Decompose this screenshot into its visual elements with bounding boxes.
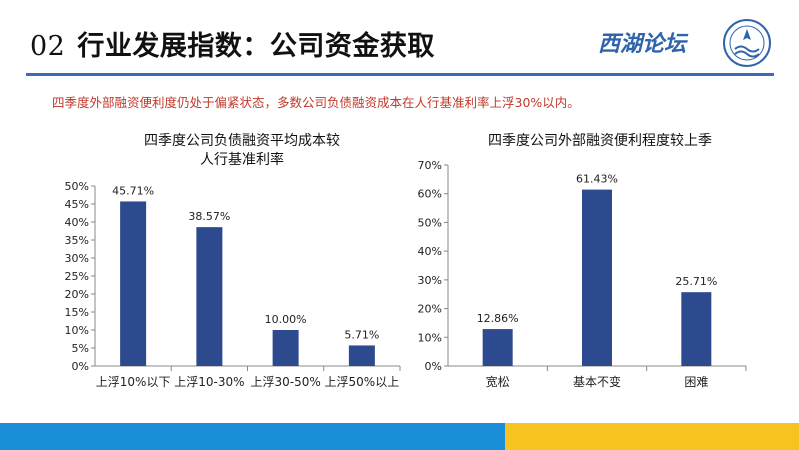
y-tick-label: 20% [418,303,442,316]
y-tick-label: 45% [65,198,89,211]
chart-title: 四季度公司外部融资便利程度较上季 [440,132,760,151]
data-label: 10.00% [265,313,307,326]
data-label: 5.71% [344,328,379,341]
slide-header: 02 行业发展指数：公司资金获取 西湖论坛 [0,0,799,80]
y-tick-label: 40% [65,216,89,229]
y-tick-label: 20% [65,288,89,301]
slide-subtitle: 四季度外部融资便利度仍处于偏紧状态，多数公司负债融资成本在人行基准利率上浮30%… [52,95,580,110]
section-title: 行业发展指数：公司资金获取 [77,31,435,62]
bar [482,329,513,366]
y-tick-label: 50% [65,180,89,193]
footer-band-blue [0,423,505,450]
bar [196,227,223,366]
y-tick-label: 30% [418,274,442,287]
chart-title-line: 四季度公司负债融资平均成本较 [144,133,340,149]
y-tick-label: 10% [65,324,89,337]
x-tick-label: 上浮30-50% [250,375,320,389]
data-label: 12.86% [477,312,519,325]
bar [681,292,712,366]
footer-band-yellow [505,423,799,450]
x-tick-label: 上浮10-30% [174,375,244,389]
bar [120,201,147,366]
y-tick-label: 10% [418,331,442,344]
bar [582,189,612,366]
y-tick-label: 0% [425,360,442,373]
forum-emblem-icon [723,19,771,67]
y-tick-label: 25% [65,270,89,283]
data-label: 25.71% [675,275,717,288]
y-tick-label: 30% [65,252,89,265]
data-label: 45.71% [112,184,154,197]
x-tick-label: 上浮10%以下 [96,375,171,389]
x-tick-label: 困难 [684,375,708,389]
data-label: 38.57% [188,210,230,223]
y-tick-label: 5% [72,342,89,355]
y-tick-label: 0% [72,360,89,373]
slide-title: 02 行业发展指数：公司资金获取 [30,24,435,63]
x-tick-label: 上浮50%以上 [325,375,400,389]
x-tick-label: 基本不变 [573,374,621,389]
forum-logo-text: 西湖论坛 [598,31,687,57]
y-tick-label: 15% [65,306,89,319]
data-label: 61.43% [576,173,618,186]
y-tick-label: 40% [418,245,442,258]
chart-title-line: 人行基准利率 [200,152,284,168]
bar [272,330,299,366]
chart-title-line: 四季度公司外部融资便利程度较上季 [488,133,712,149]
y-tick-label: 60% [418,188,442,201]
header-divider [26,73,774,76]
bar [348,345,375,366]
y-tick-label: 70% [418,159,442,172]
x-tick-label: 宽松 [486,374,510,389]
y-tick-label: 50% [418,216,442,229]
section-number: 02 [30,31,66,62]
y-tick-label: 35% [65,234,89,247]
chart-title: 四季度公司负债融资平均成本较 人行基准利率 [92,132,392,170]
